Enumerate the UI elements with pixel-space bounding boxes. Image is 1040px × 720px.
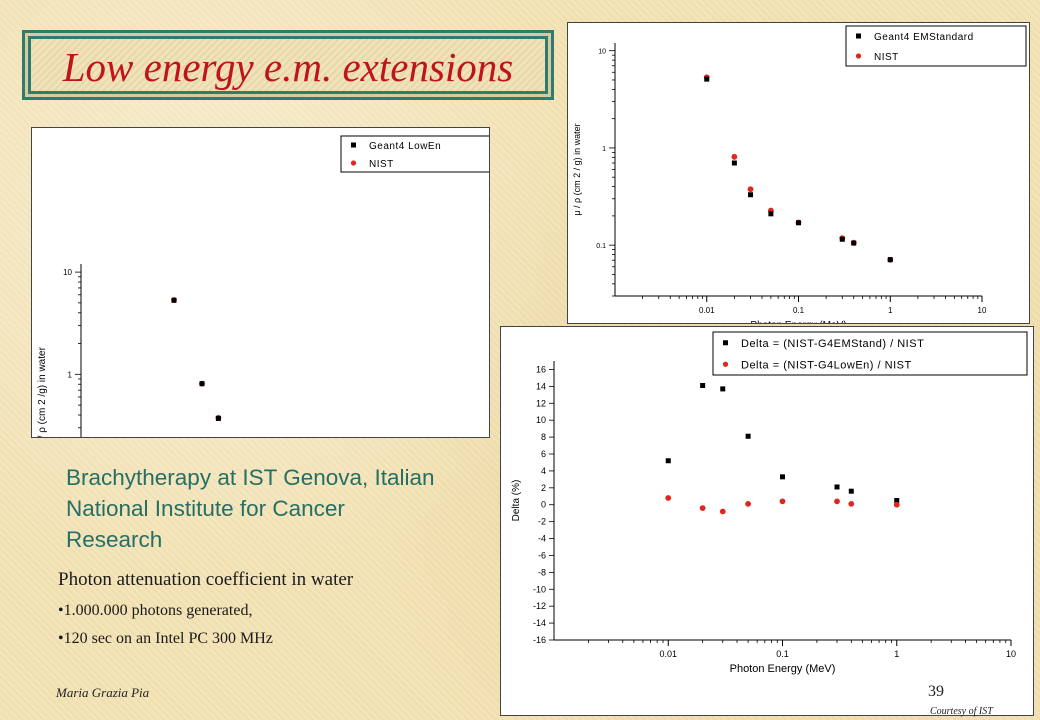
y-tick-label: 4 bbox=[541, 466, 546, 476]
data-point bbox=[768, 211, 774, 217]
data-point bbox=[665, 495, 672, 501]
data-point bbox=[834, 498, 840, 505]
x-tick-label: 0.1 bbox=[776, 649, 789, 659]
y-tick-label: -16 bbox=[533, 635, 546, 645]
x-axis-label: Photon Energy (MeV) bbox=[730, 663, 836, 675]
description-bullet: •1.000.000 photons generated, bbox=[58, 602, 253, 619]
data-point bbox=[215, 415, 221, 421]
data-point bbox=[704, 76, 710, 82]
data-point bbox=[745, 500, 752, 507]
data-point bbox=[848, 500, 855, 507]
y-tick-label: -6 bbox=[538, 550, 546, 560]
legend-label: Geant4 EMStandard bbox=[874, 32, 974, 43]
legend-label: Delta = (NIST-G4EMStand) / NIST bbox=[741, 338, 924, 350]
x-tick-label: 1 bbox=[888, 306, 893, 315]
x-tick-label: 10 bbox=[1006, 649, 1016, 659]
data-point bbox=[745, 433, 751, 439]
data-point bbox=[720, 386, 726, 392]
y-tick-label: 10 bbox=[536, 415, 546, 425]
x-tick-label: 0.1 bbox=[793, 306, 805, 315]
legend-marker bbox=[856, 33, 861, 39]
legend-marker bbox=[722, 361, 729, 367]
y-tick-label: 8 bbox=[541, 432, 546, 442]
data-point bbox=[848, 488, 854, 494]
data-point bbox=[199, 381, 205, 387]
description-bullet: •120 sec on an Intel PC 300 MHz bbox=[58, 630, 273, 647]
title-frame: Low energy e.m. extensions bbox=[22, 30, 554, 100]
legend-label: NIST bbox=[874, 52, 899, 63]
legend-label: Geant4 LowEn bbox=[369, 141, 441, 152]
data-point bbox=[748, 192, 754, 198]
y-tick-label: 0 bbox=[541, 500, 546, 510]
legend-marker bbox=[723, 340, 728, 346]
data-point bbox=[851, 240, 857, 246]
legend-box bbox=[340, 135, 489, 173]
y-tick-label: -12 bbox=[533, 601, 546, 611]
data-point bbox=[171, 297, 177, 303]
data-point bbox=[887, 257, 893, 263]
x-axis-label: Photon Energy (MeV) bbox=[750, 320, 846, 323]
y-tick-label: 10 bbox=[598, 49, 606, 56]
y-tick-label: -10 bbox=[533, 584, 546, 594]
data-point bbox=[796, 220, 801, 226]
chart-delta-percent: 0.01 0.1 1 10 16 14 12 10 8 6 4 2 0 -2 -4 -6 -8 -10 -12 -14… bbox=[500, 326, 1034, 716]
legend-label: NIST bbox=[369, 159, 394, 170]
legend-label: Delta = (NIST-G4LowEn) / NIST bbox=[741, 359, 912, 371]
subtitle: Brachytherapy at IST Genova, Italian Nat… bbox=[66, 465, 435, 552]
data-point bbox=[665, 458, 671, 464]
chart-emstandard-attenuation: 0.01 0.1 1 10 0.1 1 10 Photon Energy (MeV) μ / ρ… bbox=[567, 22, 1030, 324]
data-point bbox=[894, 498, 900, 503]
y-tick-label: -4 bbox=[538, 534, 546, 544]
data-point bbox=[747, 186, 754, 193]
y-tick-label: 1 bbox=[68, 370, 73, 379]
legend-box bbox=[712, 331, 1028, 376]
y-tick-label: 10 bbox=[63, 268, 72, 277]
data-point bbox=[731, 153, 738, 160]
y-axis-label: Delta (%) bbox=[511, 480, 522, 522]
y-tick-label: 2 bbox=[541, 483, 546, 493]
legend-box bbox=[845, 25, 1027, 67]
data-point bbox=[700, 383, 706, 389]
y-tick-label: 16 bbox=[536, 364, 546, 374]
x-tick-label: 10 bbox=[978, 306, 987, 315]
y-tick-label: -2 bbox=[538, 517, 546, 527]
legend-marker bbox=[855, 53, 862, 59]
y-tick-label: 6 bbox=[541, 449, 546, 459]
data-point bbox=[780, 474, 785, 480]
page-title: Low energy e.m. extensions bbox=[62, 44, 514, 90]
description: Photon attenuation coefficient in water … bbox=[58, 569, 353, 653]
data-point bbox=[834, 484, 840, 490]
y-tick-label: 1 bbox=[602, 146, 606, 153]
x-tick-label: 0.01 bbox=[659, 649, 677, 659]
description-heading: Photon attenuation coefficient in water bbox=[58, 569, 354, 590]
y-tick-label: 14 bbox=[536, 381, 546, 391]
x-tick-label: 0.01 bbox=[699, 306, 715, 315]
y-tick-label: -8 bbox=[538, 567, 546, 577]
x-tick-label: 1 bbox=[894, 649, 899, 659]
footer-author: Maria Grazia Pia bbox=[56, 685, 150, 700]
data-point bbox=[839, 236, 845, 242]
y-tick-label: 0.1 bbox=[596, 243, 606, 250]
y-tick-label: -14 bbox=[533, 618, 546, 628]
data-point bbox=[893, 501, 900, 508]
page-number: 39 bbox=[928, 683, 944, 700]
data-point bbox=[779, 498, 786, 505]
y-tick-label: 12 bbox=[536, 398, 546, 408]
y-axis-label: μ / ρ (cm 2 / g) in water bbox=[572, 123, 582, 215]
footer-credit: Courtesy of IST bbox=[930, 706, 993, 717]
y-axis-label: μ / ρ (cm 2 /g) in water bbox=[37, 346, 48, 437]
data-point bbox=[719, 508, 726, 515]
data-point bbox=[731, 160, 737, 166]
legend-marker bbox=[351, 142, 356, 148]
data-point bbox=[699, 505, 706, 512]
legend-marker bbox=[350, 160, 357, 166]
